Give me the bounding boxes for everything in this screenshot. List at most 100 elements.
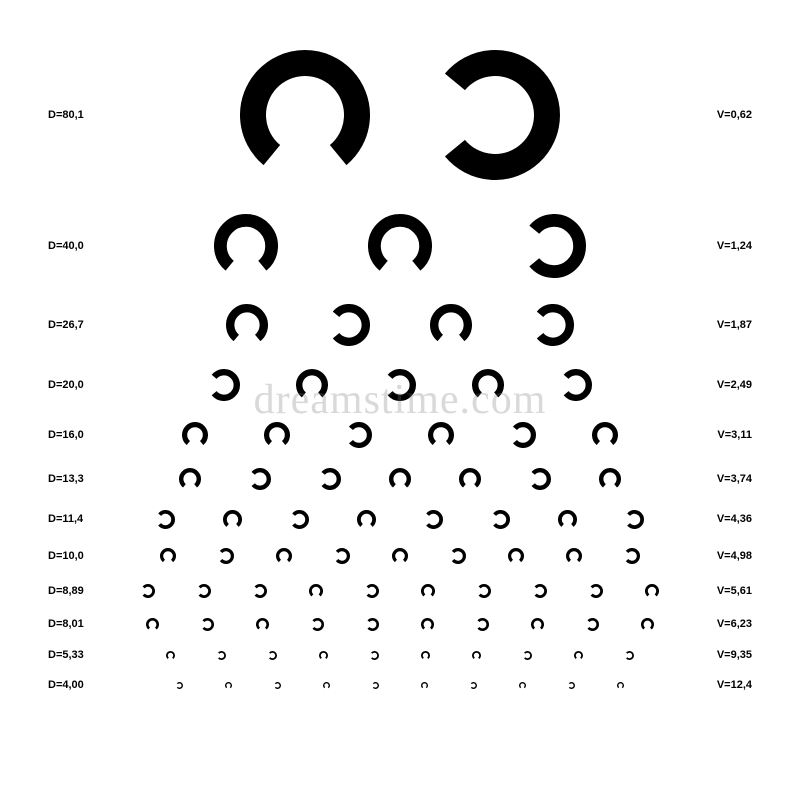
landolt-c-icon <box>424 510 443 529</box>
chart-row: D=80,1 V=0,62 <box>0 30 800 200</box>
landolt-c-icon <box>365 584 379 598</box>
landolt-c-icon <box>508 548 524 564</box>
landolt-c-eye-chart: D=80,1 V=0,62D=40,0 V=1,24 D=26,7 V=1,87 D… <box>0 30 800 700</box>
chart-row: D=10,0 V=4,98 <box>0 538 800 574</box>
d-value-label: D=11,4 <box>48 513 83 525</box>
landolt-c-icon <box>334 548 350 564</box>
landolt-c-icon <box>599 468 621 490</box>
landolt-c-icon <box>421 618 434 631</box>
landolt-c-icon <box>476 618 489 631</box>
d-value-label: D=8,01 <box>48 618 84 630</box>
chart-row: D=8,01 V=6,23 <box>0 608 800 640</box>
landolt-c-icon <box>253 584 267 598</box>
landolt-c-icon <box>323 682 330 689</box>
d-value-label: D=5,33 <box>48 649 84 661</box>
d-value-label: D=4,00 <box>48 679 84 691</box>
landolt-c-icon <box>368 214 432 278</box>
landolt-c-icon <box>510 422 536 448</box>
d-value-label: D=8,89 <box>48 585 84 597</box>
landolt-c-icon <box>450 548 466 564</box>
landolt-c-icon <box>160 548 176 564</box>
landolt-c-icon <box>589 584 603 598</box>
landolt-c-icon <box>532 304 574 346</box>
d-value-label: D=13,3 <box>48 473 84 485</box>
v-value-label: V=1,87 <box>717 319 752 331</box>
v-value-label: V=4,36 <box>717 513 752 525</box>
d-value-label: D=40,0 <box>48 240 84 252</box>
chart-row: D=11,4 V=4,36 <box>0 500 800 538</box>
landolt-c-icon <box>558 510 577 529</box>
ring-group <box>120 214 680 278</box>
landolt-c-icon <box>372 682 379 689</box>
landolt-c-icon <box>217 651 226 660</box>
landolt-c-icon <box>470 682 477 689</box>
landolt-c-icon <box>472 369 504 401</box>
v-value-label: V=9,35 <box>717 649 752 661</box>
ring-group <box>120 50 680 180</box>
landolt-c-icon <box>522 214 586 278</box>
landolt-c-icon <box>560 369 592 401</box>
d-value-label: D=20,0 <box>48 379 84 391</box>
landolt-c-icon <box>214 214 278 278</box>
landolt-c-icon <box>309 584 323 598</box>
landolt-c-icon <box>208 369 240 401</box>
v-value-label: V=6,23 <box>717 618 752 630</box>
ring-group <box>120 618 680 631</box>
landolt-c-icon <box>182 422 208 448</box>
chart-row: D=40,0 V=1,24 <box>0 200 800 292</box>
v-value-label: V=3,74 <box>717 473 752 485</box>
landolt-c-icon <box>290 510 309 529</box>
landolt-c-icon <box>459 468 481 490</box>
d-value-label: D=26,7 <box>48 319 84 331</box>
landolt-c-icon <box>491 510 510 529</box>
landolt-c-icon <box>645 584 659 598</box>
ring-group <box>120 369 680 401</box>
ring-group <box>120 510 680 529</box>
landolt-c-icon <box>566 548 582 564</box>
landolt-c-icon <box>256 618 269 631</box>
ring-group <box>120 422 680 448</box>
landolt-c-icon <box>625 651 634 660</box>
landolt-c-icon <box>274 682 281 689</box>
landolt-c-icon <box>519 682 526 689</box>
landolt-c-icon <box>225 682 232 689</box>
landolt-c-icon <box>531 618 544 631</box>
landolt-c-icon <box>392 548 408 564</box>
landolt-c-icon <box>523 651 532 660</box>
landolt-c-icon <box>146 618 159 631</box>
landolt-c-icon <box>311 618 324 631</box>
ring-group <box>120 682 680 689</box>
chart-row: D=13,3 V=3,74 <box>0 458 800 500</box>
d-value-label: D=80,1 <box>48 109 84 121</box>
landolt-c-icon <box>201 618 214 631</box>
landolt-c-icon <box>166 651 175 660</box>
landolt-c-icon <box>624 548 640 564</box>
ring-group <box>120 584 680 598</box>
landolt-c-icon <box>276 548 292 564</box>
landolt-c-icon <box>346 422 372 448</box>
d-value-label: D=16,0 <box>48 429 84 441</box>
chart-row: D=8,89 V=5,61 <box>0 574 800 608</box>
landolt-c-icon <box>428 422 454 448</box>
landolt-c-icon <box>389 468 411 490</box>
landolt-c-icon <box>421 651 430 660</box>
landolt-c-icon <box>319 468 341 490</box>
v-value-label: V=4,98 <box>717 550 752 562</box>
v-value-label: V=12,4 <box>717 679 752 691</box>
landolt-c-icon <box>625 510 644 529</box>
landolt-c-icon <box>264 422 290 448</box>
chart-row: D=5,33 V=9,35 <box>0 640 800 670</box>
chart-row: D=16,0 V=3,11 <box>0 412 800 458</box>
landolt-c-icon <box>430 50 560 180</box>
landolt-c-icon <box>357 510 376 529</box>
ring-group <box>120 651 680 660</box>
chart-row: D=4,00 V=12,4 <box>0 670 800 700</box>
landolt-c-icon <box>249 468 271 490</box>
v-value-label: V=3,11 <box>717 429 752 441</box>
landolt-c-icon <box>319 651 328 660</box>
landolt-c-icon <box>296 369 328 401</box>
landolt-c-icon <box>586 618 599 631</box>
landolt-c-icon <box>179 468 201 490</box>
landolt-c-icon <box>430 304 472 346</box>
landolt-c-icon <box>421 584 435 598</box>
